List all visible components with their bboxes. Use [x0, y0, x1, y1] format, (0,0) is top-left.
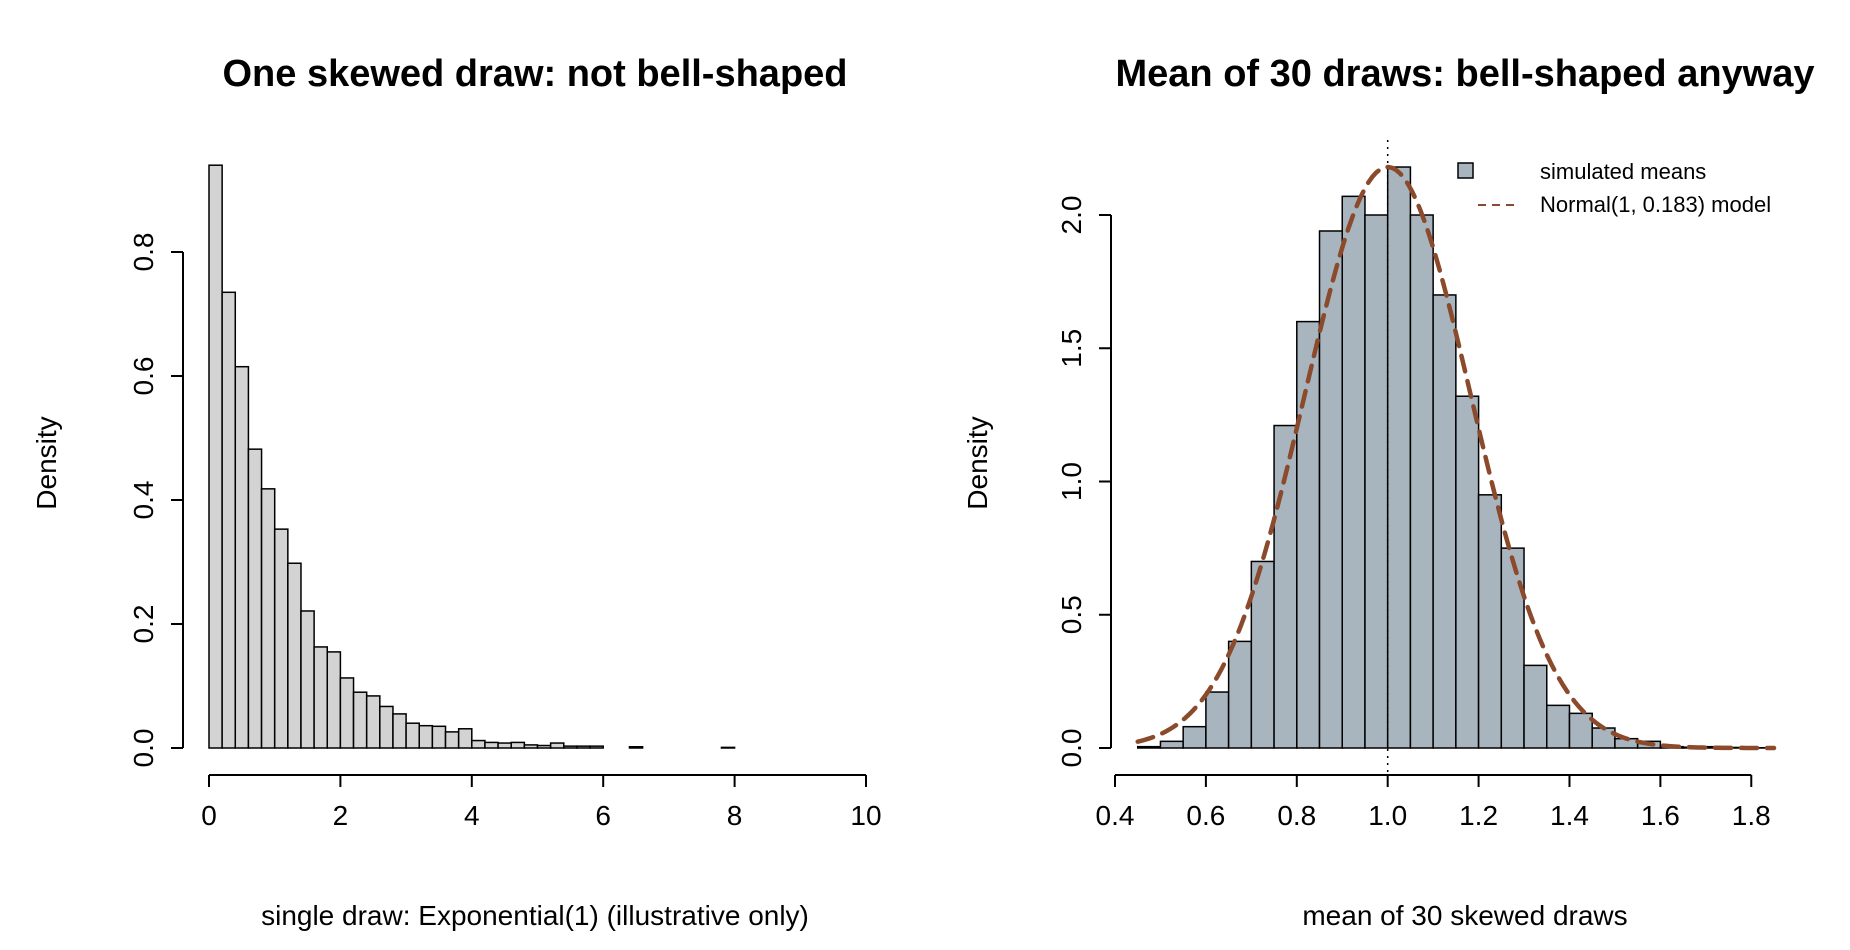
left-histogram-bar: [589, 745, 604, 749]
right-histogram-bar: [1250, 560, 1275, 749]
left-histogram-bar: [576, 745, 591, 749]
right-histogram-bar: [1432, 294, 1457, 749]
right-x-axis-label: mean of 30 skewed draws: [1302, 900, 1627, 931]
left-chart-title: One skewed draw: not bell-shaped: [222, 53, 847, 95]
right-x-tick-label: 1.2: [1459, 800, 1498, 831]
right-y-axis-label: Density: [962, 416, 993, 509]
left-histogram-bar: [720, 746, 736, 749]
left-x-tick-label: 0: [201, 800, 217, 831]
left-histogram-bar: [260, 488, 276, 749]
right-histogram-bar: [1136, 745, 1162, 749]
right-x-tick-label: 1.0: [1368, 800, 1407, 831]
left-histogram-bar: [339, 677, 355, 749]
right-x-tick-label: 1.4: [1550, 800, 1589, 831]
left-histogram-bar: [549, 742, 565, 749]
left-histogram-bar: [405, 722, 420, 749]
left-histogram-bar: [221, 291, 237, 749]
left-histogram-bar: [392, 713, 407, 749]
left-histogram-bar: [484, 741, 499, 749]
legend-label-normal-model: Normal(1, 0.183) model: [1540, 192, 1771, 217]
left-histogram-bar: [457, 728, 473, 749]
left-histogram-bar: [471, 739, 486, 749]
left-histogram-bar: [510, 741, 526, 749]
left-histogram-bar: [497, 742, 512, 749]
left-x-tick-label: 4: [464, 800, 480, 831]
right-histogram-bar: [1591, 727, 1616, 749]
left-x-tick-label: 10: [850, 800, 881, 831]
left-histogram-bar: [365, 695, 381, 749]
left-histogram-bar: [418, 724, 434, 749]
normal-model-curve: [1135, 164, 1777, 751]
legend-swatch-simulated-means: [1457, 162, 1474, 179]
left-histogram-bar: [273, 528, 289, 749]
left-histogram-bar: [313, 646, 329, 749]
right-y-tick-label: 0.0: [1056, 729, 1087, 768]
left-axes: 0 2 4 6 8 10 0.0 0.2 0.4 0.6 0.8: [128, 233, 882, 831]
right-histogram-bar: [1159, 740, 1184, 749]
left-histogram-bars: [208, 164, 736, 749]
right-axes: 0.4 0.6 0.8 1.0 1.2 1.4 1.6 1.8 0.0 0.5 1.0 1.5 2.0: [1056, 196, 1771, 831]
right-histogram-bar: [1523, 664, 1548, 749]
right-y-tick-label: 0.5: [1056, 595, 1087, 634]
left-histogram-bar: [444, 731, 460, 749]
right-histogram-bar: [1455, 395, 1480, 749]
right-y-tick-label: 2.0: [1056, 196, 1087, 235]
left-x-axis-label: single draw: Exponential(1) (illustrativ…: [261, 900, 809, 931]
left-y-tick-label: 0.4: [128, 481, 159, 520]
right-y-tick-label: 1.5: [1056, 329, 1087, 368]
left-y-axis-label: Density: [31, 416, 62, 509]
left-histogram-bar: [352, 691, 368, 749]
left-x-tick-label: 8: [727, 800, 743, 831]
normal-model-curve-group: [1135, 164, 1777, 751]
right-histogram-bar: [1341, 195, 1366, 749]
left-x-tick-label: 2: [333, 800, 349, 831]
right-x-tick-label: 1.8: [1732, 800, 1771, 831]
right-histogram-bar: [1318, 230, 1343, 749]
right-histogram-bar: [1477, 494, 1503, 749]
right-histogram-bar: [1296, 320, 1321, 749]
left-y-tick-label: 0.2: [128, 605, 159, 644]
right-histogram-bar: [1500, 547, 1525, 749]
right-histogram-bar: [1182, 725, 1207, 749]
left-histogram-panel: One skewed draw: not bell-shaped single …: [31, 53, 882, 931]
right-y-tick-label: 1.0: [1056, 462, 1087, 501]
left-histogram-bar: [247, 448, 263, 749]
left-histogram-bar: [628, 746, 644, 749]
right-histogram-bar: [1364, 214, 1389, 749]
left-histogram-bar: [326, 651, 342, 749]
legend: simulated means Normal(1, 0.183) model: [1457, 159, 1771, 217]
right-histogram-bar: [1546, 704, 1571, 749]
right-histogram-bar: [1227, 640, 1253, 749]
legend-label-simulated-means: simulated means: [1540, 159, 1706, 184]
left-x-tick-label: 6: [595, 800, 611, 831]
right-histogram-bar: [1409, 214, 1434, 749]
left-histogram-bar: [234, 365, 250, 749]
left-histogram-bar: [536, 744, 552, 749]
left-histogram-bar: [300, 610, 315, 749]
left-y-tick-label: 0.0: [128, 729, 159, 768]
right-histogram-panel: Mean of 30 draws: bell-shaped anyway mea…: [962, 53, 1815, 931]
left-y-tick-label: 0.6: [128, 357, 159, 396]
left-histogram-bar: [563, 745, 578, 749]
left-y-tick-label: 0.8: [128, 233, 159, 272]
left-histogram-bar: [523, 744, 539, 749]
right-x-tick-label: 0.8: [1277, 800, 1316, 831]
right-chart-title: Mean of 30 draws: bell-shaped anyway: [1116, 53, 1815, 95]
left-histogram-bar: [287, 562, 302, 749]
right-x-tick-label: 0.4: [1096, 800, 1135, 831]
right-histogram-bar: [1205, 691, 1230, 749]
right-x-tick-label: 1.6: [1641, 800, 1680, 831]
right-histogram-bar: [1568, 712, 1593, 749]
left-histogram-bar: [379, 705, 394, 749]
left-histogram-bar: [208, 164, 223, 749]
left-histogram-bar: [431, 725, 447, 749]
right-histogram-bars: [1136, 166, 1775, 749]
right-x-tick-label: 0.6: [1186, 800, 1225, 831]
right-histogram-bar: [1386, 166, 1412, 749]
